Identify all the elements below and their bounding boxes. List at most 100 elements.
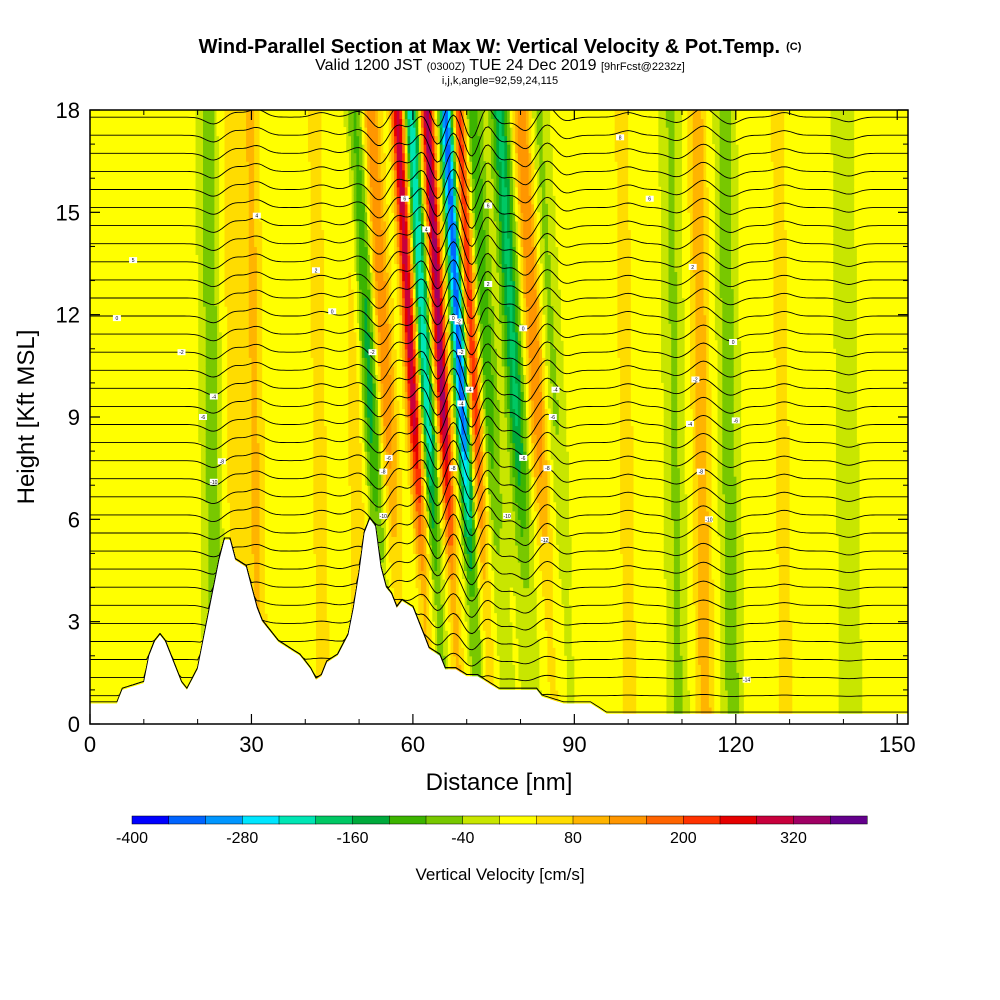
field-cell (114, 178, 118, 188)
field-cell (224, 468, 228, 478)
field-cell (122, 161, 126, 171)
field-cell (119, 127, 123, 137)
field-cell (162, 169, 166, 179)
field-cell (186, 451, 191, 461)
field-cell (168, 553, 172, 563)
field-cell (130, 630, 134, 640)
field-cell (197, 570, 201, 580)
field-cell (90, 698, 94, 708)
field-cell (213, 510, 218, 520)
field-cell (95, 527, 99, 537)
field-cell (165, 254, 169, 265)
field-cell (133, 212, 137, 222)
field-cell (111, 536, 115, 546)
field-cell (211, 527, 215, 537)
field-cell (203, 254, 207, 265)
field-cell (92, 399, 96, 410)
field-cell (149, 519, 153, 529)
field-cell (116, 152, 121, 162)
field-cell (95, 689, 99, 700)
field-cell (165, 237, 169, 248)
field-cell (135, 391, 140, 401)
field-cell (100, 417, 105, 427)
field-cell (116, 561, 121, 572)
field-cell (168, 544, 172, 555)
field-cell (192, 340, 196, 350)
field-cell (124, 323, 129, 333)
field-cell (106, 527, 110, 537)
field-cell (100, 476, 105, 486)
field-cell (100, 289, 105, 299)
field-cell (189, 357, 193, 367)
field-cell (154, 442, 158, 452)
field-cell (205, 476, 209, 486)
field-cell (151, 417, 156, 427)
field-cell (176, 638, 180, 648)
field-cell (194, 434, 199, 444)
field-cell (219, 195, 223, 205)
field-cell (184, 527, 188, 537)
field-cell (127, 237, 131, 248)
field-cell (127, 561, 131, 572)
field-cell (213, 553, 218, 563)
field-cell (192, 425, 196, 435)
field-cell (127, 527, 131, 537)
field-cell (135, 229, 140, 239)
field-cell (135, 519, 140, 529)
field-cell (184, 519, 188, 529)
field-cell (92, 340, 96, 350)
field-cell (165, 203, 169, 213)
field-cell (90, 425, 94, 435)
field-cell (100, 357, 105, 367)
field-cell (141, 408, 145, 418)
field-cell (221, 374, 226, 384)
field-cell (114, 152, 118, 162)
field-cell (159, 144, 164, 154)
field-cell (216, 544, 220, 555)
field-cell (143, 621, 148, 631)
field-cell (192, 391, 196, 401)
field-cell (181, 357, 185, 367)
field-cell (111, 647, 115, 657)
field-cell (108, 587, 113, 597)
field-cell (114, 647, 118, 657)
field-cell (98, 536, 102, 546)
field-cell (146, 561, 150, 572)
field-cell (116, 331, 121, 341)
field-cell (205, 237, 209, 248)
field-cell (127, 638, 131, 648)
field-cell (146, 152, 150, 162)
field-cell (119, 519, 123, 529)
field-cell (141, 161, 145, 171)
field-cell (162, 297, 166, 307)
field-cell (170, 596, 175, 606)
field-cell (178, 579, 183, 589)
field-cell (168, 331, 172, 341)
field-cell (154, 161, 158, 171)
field-cell (111, 417, 115, 427)
field-cell (205, 314, 209, 324)
field-cell (146, 425, 150, 435)
field-cell (92, 519, 96, 529)
field-cell (146, 493, 150, 503)
field-cell (224, 399, 228, 410)
field-cell (189, 314, 193, 324)
field-cell (122, 186, 126, 196)
field-cell (208, 127, 212, 137)
field-cell (135, 604, 140, 614)
field-cell (108, 425, 113, 435)
field-cell (122, 502, 126, 512)
field-cell (114, 468, 118, 478)
field-cell (173, 127, 177, 137)
field-cell (184, 118, 188, 128)
field-cell (213, 536, 218, 546)
field-cell (111, 519, 115, 529)
field-cell (114, 442, 118, 452)
field-cell (151, 110, 156, 120)
field-cell (151, 203, 156, 213)
field-cell (141, 613, 145, 623)
field-cell (116, 186, 121, 196)
field-cell (116, 596, 121, 606)
field-cell (133, 382, 137, 393)
field-cell (184, 544, 188, 555)
